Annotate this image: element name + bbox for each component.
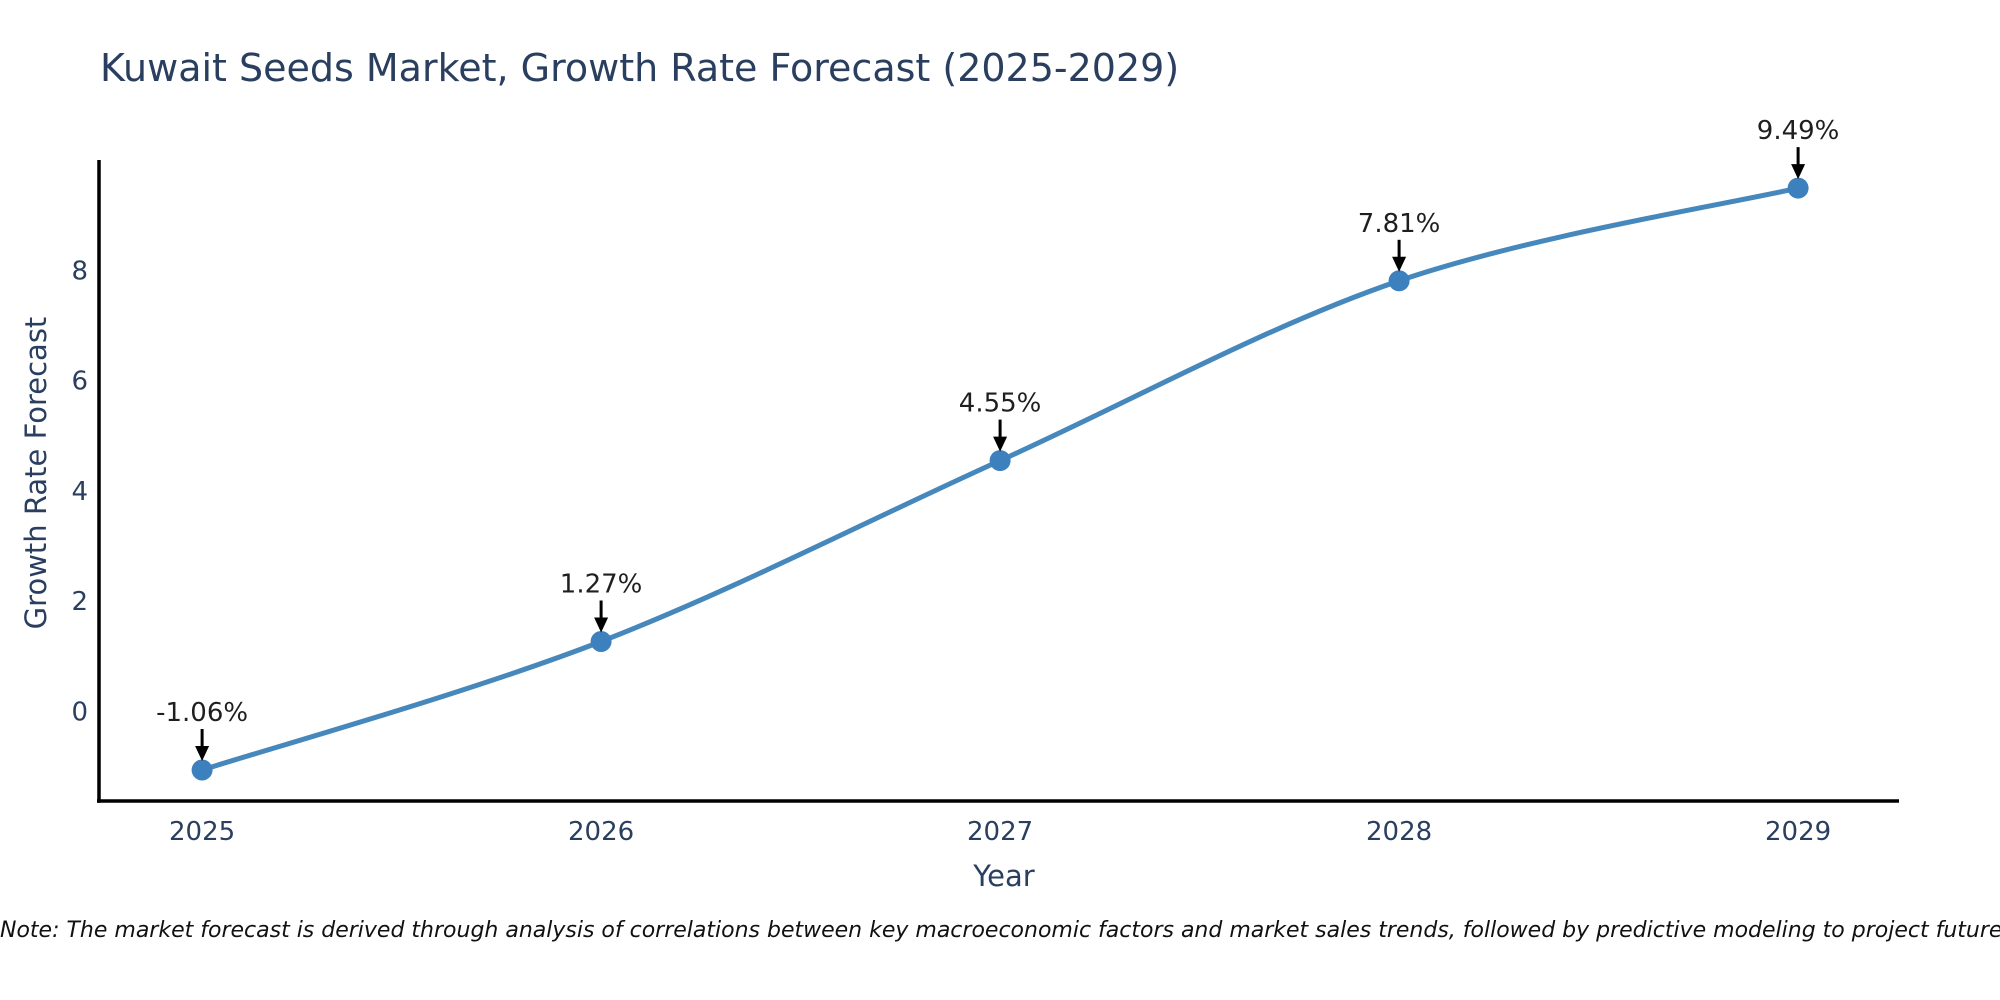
- annotation-arrowhead: [1791, 164, 1806, 180]
- x-tick-label: 2029: [1765, 817, 1831, 847]
- point-label-2026: 1.27%: [560, 570, 643, 600]
- point-label-2028: 7.81%: [1358, 209, 1441, 239]
- x-tick-label: 2027: [967, 817, 1033, 847]
- data-point-2026: [590, 631, 612, 652]
- data-point-2028: [1388, 270, 1410, 292]
- footnote: Note: The market forecast is derived thr…: [0, 918, 2000, 943]
- annotation-arrowhead: [594, 617, 609, 633]
- point-label-2025: -1.06%: [156, 698, 248, 728]
- x-tick-label: 2028: [1366, 817, 1432, 847]
- x-tick-label: 2025: [169, 817, 235, 847]
- y-axis-title: Growth Rate Forecast: [19, 316, 53, 630]
- data-point-2027: [989, 450, 1011, 472]
- forecast-line: [199, 185, 1801, 773]
- y-tick-label: 8: [71, 256, 88, 286]
- y-tick-label: 4: [71, 477, 88, 507]
- data-point-2029: [1787, 177, 1809, 199]
- point-label-2027: 4.55%: [959, 389, 1042, 419]
- y-tick-label: 0: [71, 698, 88, 728]
- annotation-arrowhead: [1392, 256, 1407, 272]
- data-point-2025: [191, 759, 213, 781]
- annotation-arrowhead: [195, 746, 210, 761]
- point-label-2029: 9.49%: [1757, 116, 1840, 146]
- annotation-arrowhead: [993, 436, 1008, 452]
- x-axis-title: Year: [973, 859, 1035, 893]
- y-tick-label: 6: [71, 367, 88, 397]
- x-tick-label: 2026: [568, 817, 634, 847]
- chart-title: Kuwait Seeds Market, Growth Rate Forecas…: [100, 46, 1180, 90]
- y-tick-label: 2: [71, 587, 88, 617]
